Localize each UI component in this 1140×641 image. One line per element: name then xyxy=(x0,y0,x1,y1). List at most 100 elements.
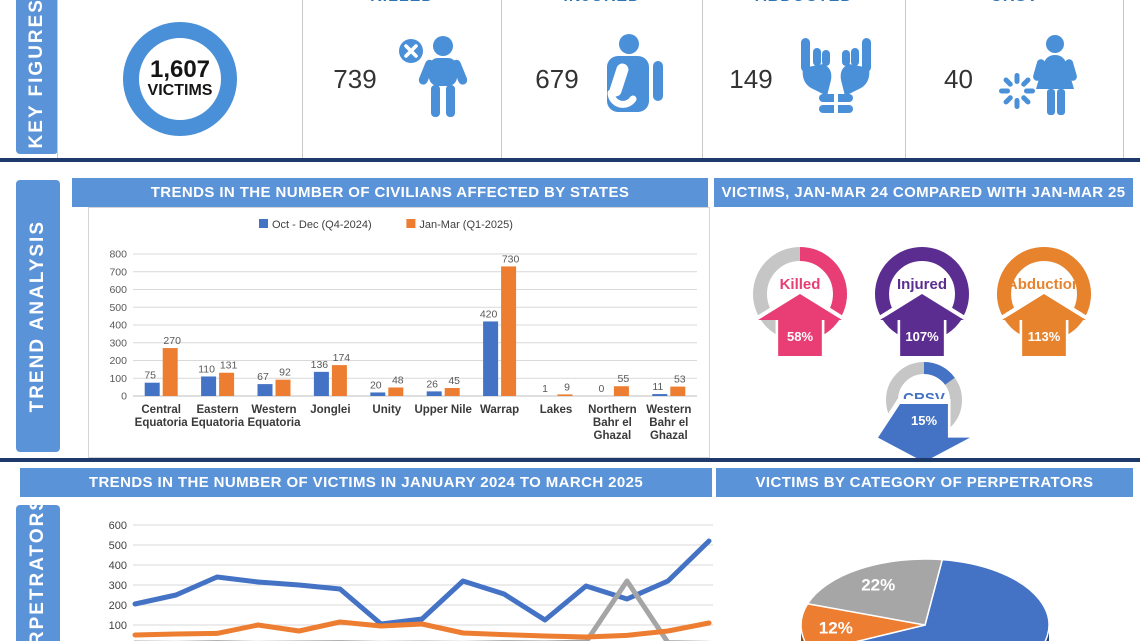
crsv-count: 40 xyxy=(944,63,973,94)
svg-text:Bahr el: Bahr el xyxy=(649,417,688,429)
section-tab-label: KEY FIGURES xyxy=(26,0,47,149)
svg-text:270: 270 xyxy=(163,335,181,347)
svg-text:Unity: Unity xyxy=(372,404,401,416)
svg-text:Equatoria: Equatoria xyxy=(247,417,301,429)
svg-text:Northern: Northern xyxy=(588,404,637,416)
svg-text:300: 300 xyxy=(109,580,127,592)
svg-text:20: 20 xyxy=(370,379,382,391)
svg-text:Ghazal: Ghazal xyxy=(650,430,688,442)
gauge-injured-percent: 107% xyxy=(905,328,939,344)
svg-text:420: 420 xyxy=(480,308,498,320)
bar-chart-title: TRENDS IN THE NUMBER OF CIVILIANS AFFECT… xyxy=(150,184,630,201)
svg-text:600: 600 xyxy=(109,284,127,296)
key-figure-injured: INJURED 679 xyxy=(502,0,703,159)
svg-text:Central: Central xyxy=(141,404,181,416)
pie-label: 66% xyxy=(963,638,997,641)
line-series-blue xyxy=(132,538,712,627)
pie-chart: 66% 12% 22% xyxy=(800,558,1050,641)
svg-text:1: 1 xyxy=(542,383,548,395)
bar-chart-legend: Oct - Dec (Q4-2024) Jan-Mar (Q1-2025) xyxy=(259,219,513,231)
gauge-killed: Killed 58% xyxy=(738,236,862,406)
gauge-abduction-label: Abduction xyxy=(1006,276,1082,293)
svg-text:131: 131 xyxy=(220,360,238,372)
svg-text:400: 400 xyxy=(109,320,127,332)
svg-text:Equatoria: Equatoria xyxy=(135,417,189,429)
pie-slice-22% xyxy=(806,558,944,626)
svg-text:300: 300 xyxy=(109,337,127,349)
svg-text:500: 500 xyxy=(109,302,127,314)
svg-text:0: 0 xyxy=(598,383,604,395)
line-chart: 600 500 400 300 200 100 xyxy=(109,520,713,641)
svg-text:11: 11 xyxy=(652,381,663,393)
svg-text:200: 200 xyxy=(109,355,127,367)
svg-text:100: 100 xyxy=(109,373,127,385)
svg-text:700: 700 xyxy=(109,266,127,278)
injured-header: INJURED xyxy=(502,0,702,6)
killed-count: 739 xyxy=(333,63,377,94)
key-figure-crsv: CRSV 40 xyxy=(906,0,1123,159)
bar-group-jonglei: 136 174 Jonglei xyxy=(310,352,350,416)
svg-text:45: 45 xyxy=(448,375,460,387)
section-tab-label: TREND ANALYSIS xyxy=(27,219,48,413)
svg-text:Oct - Dec (Q4-2024): Oct - Dec (Q4-2024) xyxy=(272,219,372,231)
pie-chart-title-banner: VICTIMS BY CATEGORY OF PERPETRATORS xyxy=(716,468,1133,497)
svg-text:75: 75 xyxy=(144,370,156,382)
svg-text:26: 26 xyxy=(426,378,438,390)
svg-text:174: 174 xyxy=(333,352,351,364)
up-arrow-icon: 113% xyxy=(997,289,1091,359)
injured-person-icon xyxy=(599,33,669,125)
abducted-count: 149 xyxy=(729,63,773,94)
svg-text:136: 136 xyxy=(311,359,329,371)
woman-burst-icon xyxy=(993,33,1085,125)
svg-text:200: 200 xyxy=(109,600,127,612)
injured-count: 679 xyxy=(535,63,579,94)
bar-chart-title-banner: TRENDS IN THE NUMBER OF CIVILIANS AFFECT… xyxy=(72,178,708,207)
total-victims-ring: 1,607 VICTIMS xyxy=(123,22,237,136)
bar-chart-panel: Oct - Dec (Q4-2024) Jan-Mar (Q1-2025) 0 100… xyxy=(88,207,710,458)
svg-text:Ghazal: Ghazal xyxy=(594,430,632,442)
line-chart-title-banner: TRENDS IN THE NUMBER OF VICTIMS IN JANUA… xyxy=(20,468,712,497)
line-chart-title: TRENDS IN THE NUMBER OF VICTIMS IN JANUA… xyxy=(88,474,644,491)
key-figures-panel: 1,607 VICTIMS KILLED 739 xyxy=(57,0,1124,160)
bar-group-lakes: 1 9 Lakes xyxy=(540,381,573,416)
svg-text:Western: Western xyxy=(251,404,296,416)
bound-hands-icon xyxy=(793,34,879,124)
svg-text:600: 600 xyxy=(109,520,127,532)
gauge-killed-label: Killed xyxy=(779,276,821,293)
svg-text:500: 500 xyxy=(109,540,127,552)
svg-text:48: 48 xyxy=(392,374,404,386)
pie-slice-66% xyxy=(855,558,1050,641)
gauge-injured-label: Injured xyxy=(896,276,947,293)
section-tab-perpetrators: PERPETRATORS xyxy=(16,496,60,641)
total-victims-label: VICTIMS xyxy=(147,82,213,99)
svg-text:800: 800 xyxy=(109,249,127,261)
line-series-orange xyxy=(132,619,712,640)
section-tab-key-figures: KEY FIGURES xyxy=(16,0,58,154)
svg-text:9: 9 xyxy=(564,381,570,393)
key-figure-total: 1,607 VICTIMS xyxy=(58,0,303,159)
gauge-killed-percent: 58% xyxy=(786,328,814,344)
bar-chart: Oct - Dec (Q4-2024) Jan-Mar (Q1-2025)0100… xyxy=(109,219,697,442)
gauge-abduction: Abduction 113% xyxy=(982,236,1106,406)
svg-text:Western: Western xyxy=(646,404,691,416)
compare-title: VICTIMS, JAN-MAR 24 COMPARED WITH JAN-MA… xyxy=(721,184,1126,201)
svg-text:Jonglei: Jonglei xyxy=(310,404,350,416)
svg-text:53: 53 xyxy=(674,374,686,386)
section-divider xyxy=(0,158,1140,162)
gauge-crsv: CRSV 15% xyxy=(872,354,976,484)
bar-group-unity: 20 48 Unity xyxy=(370,374,404,416)
svg-text:67: 67 xyxy=(257,371,269,383)
key-figure-killed: KILLED 739 xyxy=(303,0,502,159)
svg-text:Warrap: Warrap xyxy=(480,404,519,416)
up-arrow-icon: 107% xyxy=(875,289,969,359)
svg-text:0: 0 xyxy=(121,391,127,403)
x-circle-person-icon xyxy=(397,33,471,125)
pie-slice-side xyxy=(1045,625,1049,641)
svg-text:400: 400 xyxy=(109,560,127,572)
